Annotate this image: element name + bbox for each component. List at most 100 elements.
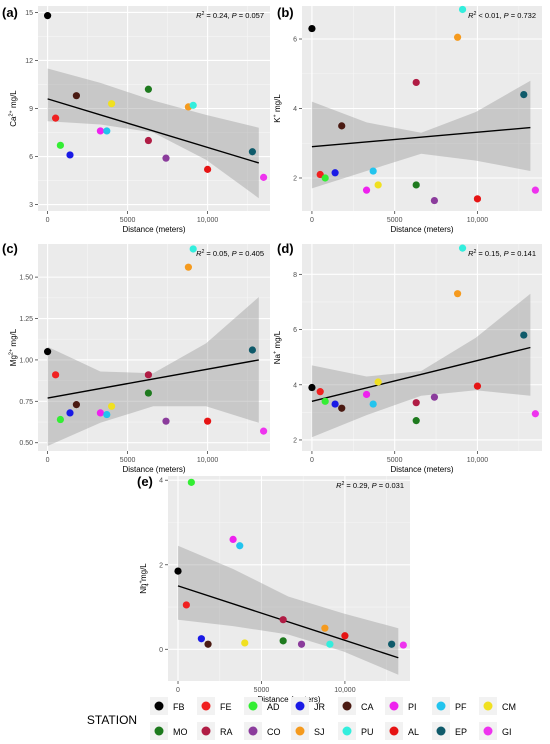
data-point-co (430, 196, 439, 205)
data-point-sj (453, 290, 462, 298)
data-point-fe (52, 371, 60, 379)
legend-marker (154, 701, 164, 711)
legend-item-mo: MO (150, 722, 188, 740)
y-tick-label: 4 (159, 478, 163, 485)
legend-label: JR (314, 702, 326, 712)
legend-marker (436, 701, 446, 711)
legend-item-fb: FB (150, 697, 185, 715)
data-point-ra (144, 371, 152, 379)
data-point-ca (204, 640, 212, 648)
data-point-co (162, 154, 170, 162)
y-axis-title: Na+ mg/L (273, 330, 283, 364)
data-point-ad (321, 174, 329, 182)
stats-annotation: R2 < 0.01, P = 0.732 (468, 11, 536, 20)
data-point-jr (66, 409, 74, 417)
y-tick-label: 3 (29, 202, 33, 209)
y-tick-label: 12 (25, 58, 33, 65)
y-tick-label: 6 (293, 327, 297, 334)
data-point-pi (96, 409, 104, 417)
regression-line (47, 359, 259, 399)
data-point-ep (248, 346, 256, 354)
confidence-band (178, 545, 399, 675)
confidence-band (47, 68, 259, 199)
data-point-pi (362, 390, 371, 399)
legend-title: STATION (87, 713, 137, 727)
legend-item-pu: PU (338, 722, 374, 740)
data-point-ra (144, 136, 152, 145)
data-point-ep (388, 640, 396, 648)
legend-item-ca: CA (338, 697, 374, 715)
stats-annotation: R2 = 0.15, P = 0.141 (468, 249, 536, 258)
data-point-co (297, 640, 306, 648)
legend-marker (295, 701, 305, 711)
x-tick-label: 0 (46, 457, 50, 464)
y-tick-label: 8 (293, 272, 297, 279)
data-point-gi (399, 641, 407, 649)
panel-label: (a) (2, 5, 18, 20)
y-tick-label: 0 (159, 647, 163, 654)
x-tick-label: 5000 (387, 457, 403, 464)
x-axis-title: Distance (meters) (257, 695, 320, 704)
x-tick-label: 10,000 (197, 457, 219, 464)
legend-label: GI (502, 727, 512, 737)
panel-label: (c) (2, 241, 18, 256)
data-point-pi (229, 535, 237, 544)
data-point-jr (331, 169, 339, 177)
data-point-pi (362, 186, 371, 194)
legend-marker (295, 726, 305, 736)
regression-line (311, 346, 531, 402)
y-tick-label: 1.00 (19, 357, 33, 364)
data-point-pu (326, 640, 334, 648)
y-tick-label: 0.75 (19, 399, 33, 406)
data-point-ra (412, 399, 420, 407)
x-tick-label: 0 (176, 687, 180, 694)
legend-marker (389, 701, 399, 711)
y-tick-label: 15 (25, 10, 33, 17)
y-tick-label: 0.50 (19, 440, 33, 447)
legend-label: CA (361, 702, 374, 712)
data-point-sj (321, 624, 329, 632)
data-point-ep (520, 91, 528, 99)
y-tick-label: 2 (159, 562, 163, 569)
y-tick-label: 6 (29, 154, 33, 161)
y-tick-label: 4 (293, 382, 297, 389)
legend: STATION FB FE AD JR CA PI PF CM MO RA CO SJ PU AL EP GI (87, 697, 516, 740)
data-point-cm (374, 181, 382, 189)
data-point-al (473, 382, 482, 390)
plot-background (38, 244, 270, 451)
legend-label: EP (455, 727, 467, 737)
x-tick-label: 5000 (120, 217, 136, 224)
plot-background (302, 244, 542, 451)
data-point-pf (236, 542, 244, 550)
regression-line (177, 585, 399, 659)
panel-d: 0 5000 10,000 2 4 6 8 R2 = 0.15, P = 0.141 (d) Di… (273, 241, 542, 474)
data-point-ca (72, 92, 80, 100)
data-point-pu (458, 5, 467, 14)
data-point-gi (260, 427, 268, 435)
legend-marker (248, 701, 258, 711)
data-point-pu (189, 245, 197, 253)
x-tick-label: 5000 (254, 687, 270, 694)
legend-item-ep: EP (432, 722, 467, 740)
legend-marker (248, 726, 258, 736)
data-point-gi (531, 186, 539, 194)
data-point-ad (56, 415, 64, 424)
x-tick-label: 0 (310, 457, 314, 464)
data-point-ca (338, 122, 346, 130)
legend-label: PF (455, 702, 467, 712)
data-point-jr (331, 400, 339, 408)
y-axis-title: Mg2+ mg/L (9, 328, 19, 366)
data-point-ra (412, 78, 420, 87)
legend-item-jr: JR (291, 697, 326, 715)
data-point-fb (174, 567, 182, 575)
legend-label: RA (220, 727, 233, 737)
x-axis-title: Distance (meters) (122, 465, 185, 474)
legend-marker (201, 701, 211, 711)
data-point-al (473, 195, 482, 203)
y-tick-label: 6 (293, 37, 297, 44)
panel-b: 0 5000 10,000 2 4 6 R2 < 0.01, P = 0.732 (b) Dis… (273, 5, 542, 234)
data-point-ad (321, 397, 329, 405)
data-point-ep (248, 148, 256, 156)
legend-item-sj: SJ (291, 722, 325, 740)
